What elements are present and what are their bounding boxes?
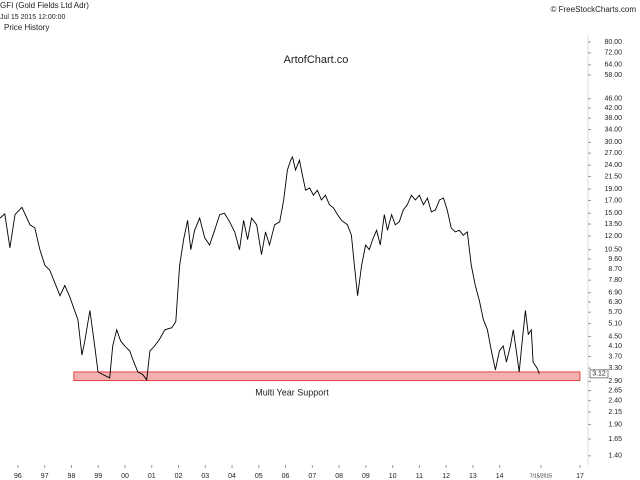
last-price-label: 3.12 — [592, 371, 606, 378]
y-tick-label: 2.90 — [608, 378, 622, 385]
y-tick-label: 13.50 — [604, 221, 622, 228]
x-tick-label: 03 — [201, 473, 209, 480]
y-tick-label: 17.00 — [604, 197, 622, 204]
x-tick-label: 99 — [94, 473, 102, 480]
last-price-box — [589, 369, 609, 379]
y-tick-label: 30.00 — [604, 139, 622, 146]
annotation-label: Multi Year Support — [255, 387, 329, 397]
y-tick-label: 46.00 — [604, 95, 622, 102]
y-tick-label: 5.10 — [608, 320, 622, 327]
x-tick-label: 98 — [68, 473, 76, 480]
x-tick-label: 02 — [175, 473, 183, 480]
support-band — [73, 371, 581, 382]
y-tick-label: 5.70 — [608, 309, 622, 316]
y-tick-label: 6.90 — [608, 290, 622, 297]
x-tick-label: 06 — [282, 473, 290, 480]
y-tick-label: 15.00 — [604, 210, 622, 217]
y-tick-label: 27.00 — [604, 150, 622, 157]
x-tick-label: 04 — [228, 473, 236, 480]
y-tick-label: 2.15 — [608, 409, 622, 416]
price-line — [0, 155, 540, 382]
x-tick-label: 13 — [469, 473, 477, 480]
chart-subtitle: Jul 15 2015 12:00:00 — [0, 14, 65, 21]
chart-title: GFI (Gold Fields Ltd Adr) — [0, 1, 89, 10]
y-tick-label: 7.80 — [608, 277, 622, 284]
x-tick-label: 08 — [335, 473, 343, 480]
x-tick-label: 97 — [41, 473, 49, 480]
y-tick-label: 38.00 — [604, 115, 622, 122]
y-tick-label: 3.70 — [608, 353, 622, 360]
x-tick-label: 05 — [255, 473, 263, 480]
y-tick-label: 8.70 — [608, 266, 622, 273]
x-tick-label: 7/15/2015 — [530, 473, 552, 479]
y-tick-label: 2.40 — [608, 398, 622, 405]
x-tick-label: 17 — [576, 473, 584, 480]
y-tick-label: 10.50 — [604, 247, 622, 254]
y-tick-label: 3.30 — [608, 365, 622, 372]
x-tick-label: 96 — [14, 473, 22, 480]
y-tick-label: 34.00 — [604, 126, 622, 133]
y-tick-label: 12.00 — [604, 233, 622, 240]
y-tick-label: 1.65 — [608, 436, 622, 443]
x-tick-label: 00 — [121, 473, 129, 480]
y-tick-label: 4.10 — [608, 343, 622, 350]
panel-label: Price History — [4, 23, 49, 32]
watermark: ArtofChart.co — [284, 54, 349, 66]
y-tick-label: 2.65 — [608, 387, 622, 394]
x-tick-label: 10 — [389, 473, 397, 480]
y-tick-label: 1.40 — [608, 453, 622, 460]
x-tick-label: 09 — [362, 473, 370, 480]
credit: © FreeStockCharts.com — [551, 5, 637, 14]
x-tick-label: 07 — [308, 473, 316, 480]
y-tick-label: 1.90 — [608, 421, 622, 428]
x-tick-label: 01 — [148, 473, 156, 480]
y-tick-label: 24.00 — [604, 162, 622, 169]
x-tick-label: 11 — [416, 473, 423, 480]
y-tick-label: 42.00 — [604, 105, 622, 112]
y-tick-label: 80.00 — [604, 39, 622, 46]
y-tick-label: 9.60 — [608, 256, 622, 263]
y-tick-label: 4.50 — [608, 333, 622, 340]
y-tick-label: 6.30 — [608, 299, 622, 306]
y-tick-label: 58.00 — [604, 72, 622, 79]
x-tick-label: 14 — [496, 473, 504, 480]
y-tick-label: 64.00 — [604, 62, 622, 69]
y-tick-label: 72.00 — [604, 50, 622, 57]
x-tick-label: 12 — [442, 473, 450, 480]
y-tick-label: 21.50 — [604, 173, 622, 180]
y-tick-label: 19.00 — [604, 186, 622, 193]
